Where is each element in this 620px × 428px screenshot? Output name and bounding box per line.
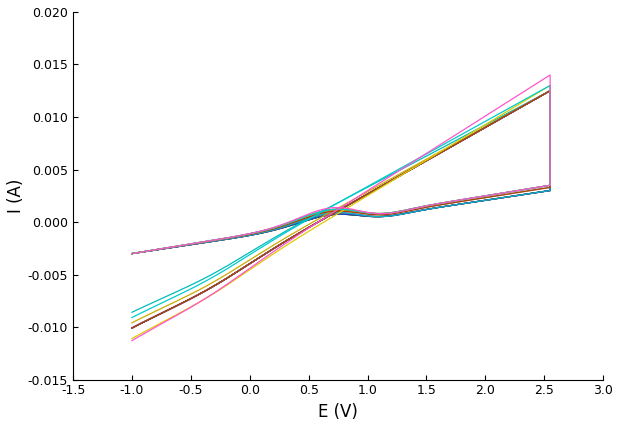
Y-axis label: I (A): I (A) bbox=[7, 178, 25, 213]
X-axis label: E (V): E (V) bbox=[318, 403, 358, 421]
